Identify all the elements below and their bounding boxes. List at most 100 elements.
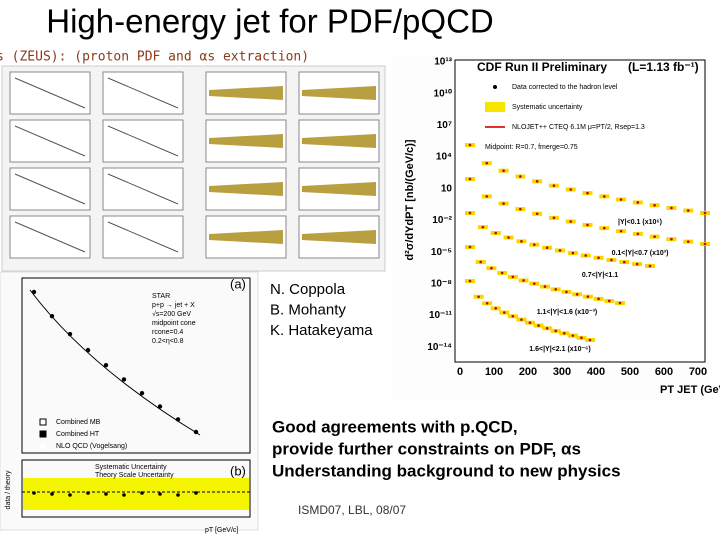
data-point (648, 264, 652, 268)
data-point (494, 307, 498, 310)
x-axis-label: PT JET (GeV/c) (660, 384, 720, 396)
data-point (569, 220, 573, 223)
x-tick-label: 100 (485, 366, 503, 378)
ratio-point (68, 493, 72, 497)
data-point (485, 161, 489, 165)
star-point (103, 362, 109, 368)
data-point (703, 242, 707, 246)
mini-curve (14, 77, 86, 109)
data-point (586, 223, 589, 227)
band-legend-label: Systematic Uncertainty (95, 464, 167, 471)
info-text: p+p → jet + X (152, 302, 195, 309)
info-text: midpoint cone (152, 320, 196, 327)
data-point (468, 143, 472, 147)
mini-curve (107, 221, 179, 253)
footer: ISMD07, LBL, 08/07 (298, 503, 406, 517)
data-point (575, 293, 579, 296)
x-tick-label: 200 (519, 366, 537, 378)
slide-title: High-energy jet for PDF/pQCD (46, 3, 493, 40)
x-tick-label: 0 (457, 366, 463, 378)
region-label: |Y|<0.1 (x10⁶) (618, 219, 662, 226)
star-point (67, 331, 73, 337)
data-point (622, 260, 626, 264)
star-panel (0, 271, 259, 531)
data-point (532, 243, 536, 246)
data-point (532, 282, 536, 285)
y-axis-label: d²σ/dYdPT [nb/(GeV/c)] (404, 139, 416, 261)
data-point (535, 212, 539, 216)
legend-label: NLO QCD (Vogelsang) (56, 443, 127, 450)
cdf-title: CDF Run II Preliminary (477, 60, 607, 74)
x-tick-label: 600 (655, 366, 673, 378)
data-point (468, 279, 472, 283)
data-point (552, 216, 556, 220)
data-point (558, 249, 562, 252)
ratio-point (50, 492, 54, 496)
data-point (602, 195, 606, 198)
y-axis-label: data / theory (5, 470, 12, 509)
data-point (468, 245, 472, 249)
data-point (528, 321, 532, 325)
data-point (500, 271, 504, 275)
data-point (502, 311, 506, 314)
data-point (670, 206, 673, 210)
data-point (653, 235, 656, 238)
panel-label: (a) (230, 276, 246, 291)
data-point (670, 237, 673, 241)
star-point (85, 347, 91, 353)
data-point (485, 301, 489, 305)
data-point (520, 240, 523, 243)
data-point (554, 329, 558, 333)
zeus-caption: s (ZEUS): (proton PDF and αs extraction) (0, 50, 309, 65)
data-point (537, 324, 540, 327)
ratio-point (194, 491, 198, 495)
data-point (619, 198, 623, 201)
legend-label: Systematic uncertainty (512, 104, 583, 111)
data-point (586, 191, 589, 195)
mini-band (302, 230, 376, 244)
mini-curve (14, 173, 86, 205)
y-tick-label: 10¹³ (434, 57, 452, 68)
star-point (31, 289, 37, 295)
y-tick-label: 10⁻² (432, 215, 452, 226)
ratio-point (86, 491, 90, 495)
data-point (569, 188, 573, 191)
x-tick-label: 300 (553, 366, 571, 378)
data-point (562, 331, 566, 335)
data-point (519, 207, 522, 211)
panel-label: (b) (230, 463, 246, 478)
data-point (586, 295, 590, 298)
mini-band (209, 230, 283, 244)
data-point (519, 175, 522, 178)
bullet-text: provide further constraints on PDF, αs (272, 439, 581, 458)
ratio-point (158, 492, 162, 496)
data-point (479, 260, 483, 264)
info-text: rcone=0.4 (152, 329, 183, 336)
data-point (545, 246, 549, 249)
legend-marker (40, 443, 46, 449)
x-tick-label: 500 (621, 366, 639, 378)
legend-label: NLOJET++ CTEQ 6.1M μ=PT/2, Rsep=1.3 (512, 124, 645, 131)
data-point (686, 209, 690, 212)
y-tick-label: 10¹⁰ (434, 88, 452, 99)
star-point (175, 417, 181, 422)
ratio-point (104, 492, 108, 496)
ratio-point (122, 493, 126, 497)
mini-band (302, 182, 376, 196)
legend-label: Combined MB (56, 419, 101, 426)
data-point (545, 327, 549, 330)
mini-band (209, 134, 283, 148)
legend-label: Data corrected to the hadron level (512, 84, 618, 91)
mini-curve (107, 173, 179, 205)
y-tick-label: 10⁴ (436, 152, 452, 163)
data-point (580, 336, 583, 340)
author: K. Hatakeyama (270, 322, 373, 339)
x-tick-label: 700 (689, 366, 707, 378)
star-point (139, 391, 145, 396)
data-point (653, 203, 656, 207)
data-point (481, 225, 485, 229)
data-point (511, 275, 515, 279)
mini-curve (107, 77, 179, 109)
mini-curve (107, 125, 179, 157)
